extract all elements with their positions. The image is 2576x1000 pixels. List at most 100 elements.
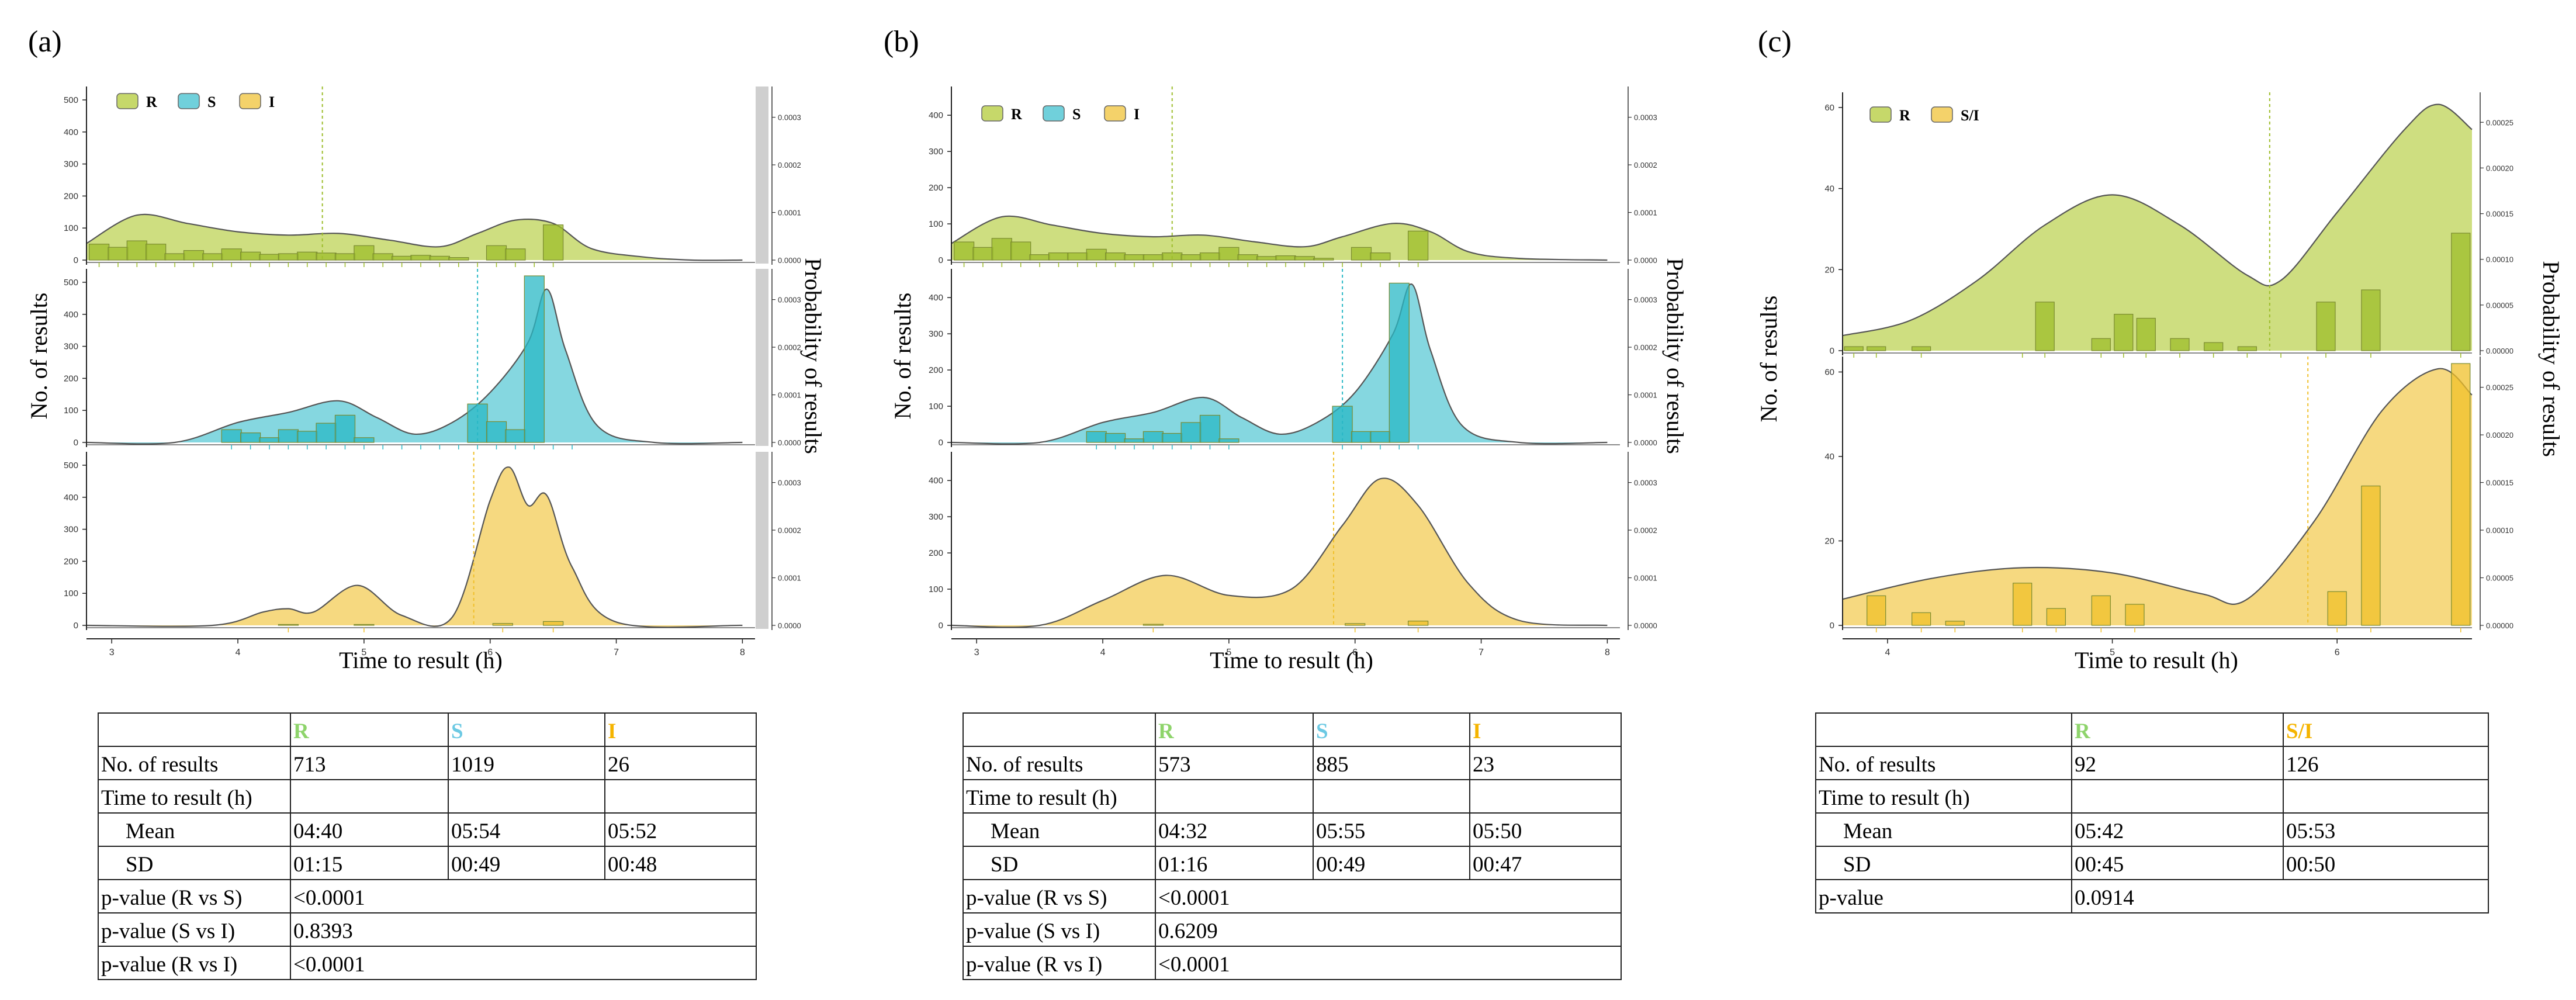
cell-value [604,779,757,814]
cell-value: 00:49 [1313,846,1470,880]
histogram-bar [126,240,147,261]
y-tick-label: 40 [1824,452,1834,462]
cell-value: 01:15 [290,846,449,880]
histogram-bar [1048,252,1069,261]
histogram-bar [2125,604,2145,626]
y2-tick-label: 0.0002 [1634,161,1657,169]
y2-tick-label: 0.0000 [778,621,801,630]
table-row: No. of results 92 126 [1815,746,2489,780]
cell-value: 1019 [448,746,605,780]
y-tick-label: 40 [1824,184,1834,194]
y2-tick-label: 0.00015 [2486,210,2513,219]
y-tick-label: 200 [64,191,78,201]
header-cell-R: R [290,712,449,747]
facet-I: 0 100 200 300 400 0.0000 0.0001 0.0002 0.0003 [929,452,1657,632]
facet-R: 0 100 200 300 400 500 0.0000 0.0001 0.0002 0.0003 [64,86,801,267]
cell-value: 0.0914 [2071,879,2489,914]
histogram-bar [1313,258,1334,261]
histogram-bar [1912,346,1931,351]
histogram-bar [2046,608,2066,626]
histogram-bar [410,255,431,261]
row-label: No. of results [98,746,291,780]
table-row: p-value (S vs I) 0.8393 [98,912,757,947]
y-tick-label: 300 [64,342,78,352]
header-cell-S: S [1313,712,1470,747]
histogram-bar [1162,432,1183,443]
summary-table-b: R S I No. of results 573 885 23 Time to … [962,712,1622,980]
facet-S: 0 100 200 300 400 500 0.0000 0.0001 0.0002 0.0003 [64,269,801,449]
y-axis-title: No. of results [26,293,52,420]
histogram-bar [1294,256,1315,261]
y-tick-label: 100 [929,402,943,411]
y2-tick-label: 0.00005 [2486,301,2513,310]
x-tick-label: 6 [2335,648,2340,658]
y-tick-label: 400 [64,127,78,137]
cell-value: <0.0001 [1155,879,1622,914]
table-row: Time to result (h) [1815,779,2489,814]
row-label: Time to result (h) [962,779,1156,814]
histogram-bar [221,429,242,443]
table-header-row: R S I [98,712,757,747]
histogram-bar [486,421,507,443]
histogram-bar [334,414,356,443]
histogram-bar [1844,346,1864,351]
histogram-bar [1142,254,1164,261]
y-tick-label: 400 [929,293,943,303]
y2-tick-label: 0.00020 [2486,431,2513,440]
y2-axis-title: Probability of results [800,258,826,454]
y2-tick-label: 0.0003 [778,296,801,305]
y-tick-label: 400 [64,493,78,503]
y2-tick-label: 0.0000 [1634,621,1657,630]
cell-value [1313,779,1470,814]
panel-label: (c) [1758,25,1792,58]
y2-tick-label: 0.0001 [778,574,801,583]
row-label: No. of results [1815,746,2072,780]
histogram-bar [1086,248,1107,261]
x-tick-label: 7 [614,648,619,658]
density-curve-I [86,466,743,628]
legend-swatch-S [178,93,200,109]
y-tick-label: 0 [939,438,943,448]
y-tick-label: 0 [1830,346,1834,356]
density-curve-R [1842,103,2473,337]
panel-label: (b) [884,25,919,58]
legend-label: I [269,94,275,110]
y-tick-label: 200 [929,548,943,558]
row-label: Time to result (h) [98,779,291,814]
density-curve-S [86,288,743,445]
histogram-bar [354,624,375,626]
y2-tick-label: 0.0002 [1634,526,1657,535]
histogram-bar [1124,254,1145,261]
histogram-bar [1256,256,1277,261]
y2-tick-label: 0.0002 [778,161,801,169]
histogram-bar [1370,252,1391,261]
row-label: p-value [1815,879,2072,914]
y2-tick-label: 0.0003 [1634,479,1657,487]
y-tick-label: 0 [939,255,943,265]
y-tick-label: 0 [939,621,943,631]
cell-value: 05:55 [1313,812,1470,847]
histogram-bar [1945,621,1965,626]
histogram-bar [2451,363,2471,626]
histogram-bar [1105,432,1126,443]
y2-axis-title: Probability of results [1662,258,1688,454]
histogram-bar [1867,595,1886,626]
y-tick-label: 20 [1824,536,1834,546]
histogram-bar [2361,289,2381,351]
legend-swatch-R [981,105,1003,122]
histogram-bar [1351,431,1372,443]
x-axis-title: Time to result (h) [339,647,503,673]
histogram-bar [2136,317,2156,351]
legend-label: I [1134,106,1140,123]
table-header-row: R S I [962,712,1622,747]
y2-tick-label: 0.0001 [1634,574,1657,583]
histogram-bar [240,432,261,443]
y-tick-label: 400 [929,110,943,120]
row-label: Mean [962,812,1156,847]
y2-tick-label: 0.00000 [2486,621,2513,630]
y-tick-label: 100 [64,589,78,598]
histogram-bar [542,621,564,626]
histogram-bar [1332,406,1353,443]
x-tick-label: 3 [974,648,979,658]
